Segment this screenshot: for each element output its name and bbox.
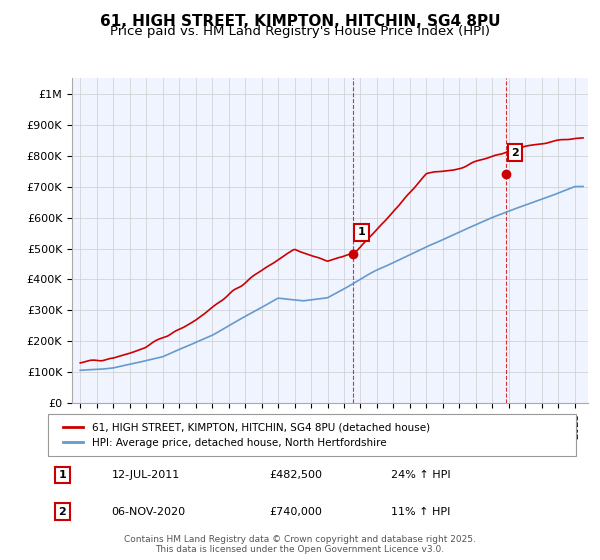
Text: 1: 1 <box>358 227 365 237</box>
Text: 06-NOV-2020: 06-NOV-2020 <box>112 506 185 516</box>
Text: Price paid vs. HM Land Registry's House Price Index (HPI): Price paid vs. HM Land Registry's House … <box>110 25 490 38</box>
FancyBboxPatch shape <box>48 414 576 456</box>
Text: 2: 2 <box>511 148 519 158</box>
Text: 12-JUL-2011: 12-JUL-2011 <box>112 470 179 480</box>
Legend: 61, HIGH STREET, KIMPTON, HITCHIN, SG4 8PU (detached house), HPI: Average price,: 61, HIGH STREET, KIMPTON, HITCHIN, SG4 8… <box>58 419 434 452</box>
Text: 24% ↑ HPI: 24% ↑ HPI <box>391 470 451 480</box>
Text: 11% ↑ HPI: 11% ↑ HPI <box>391 506 451 516</box>
Text: £482,500: £482,500 <box>270 470 323 480</box>
Text: 61, HIGH STREET, KIMPTON, HITCHIN, SG4 8PU: 61, HIGH STREET, KIMPTON, HITCHIN, SG4 8… <box>100 14 500 29</box>
Text: £740,000: £740,000 <box>270 506 323 516</box>
Text: 2: 2 <box>59 506 67 516</box>
Text: Contains HM Land Registry data © Crown copyright and database right 2025.
This d: Contains HM Land Registry data © Crown c… <box>124 535 476 554</box>
Text: 1: 1 <box>59 470 67 480</box>
